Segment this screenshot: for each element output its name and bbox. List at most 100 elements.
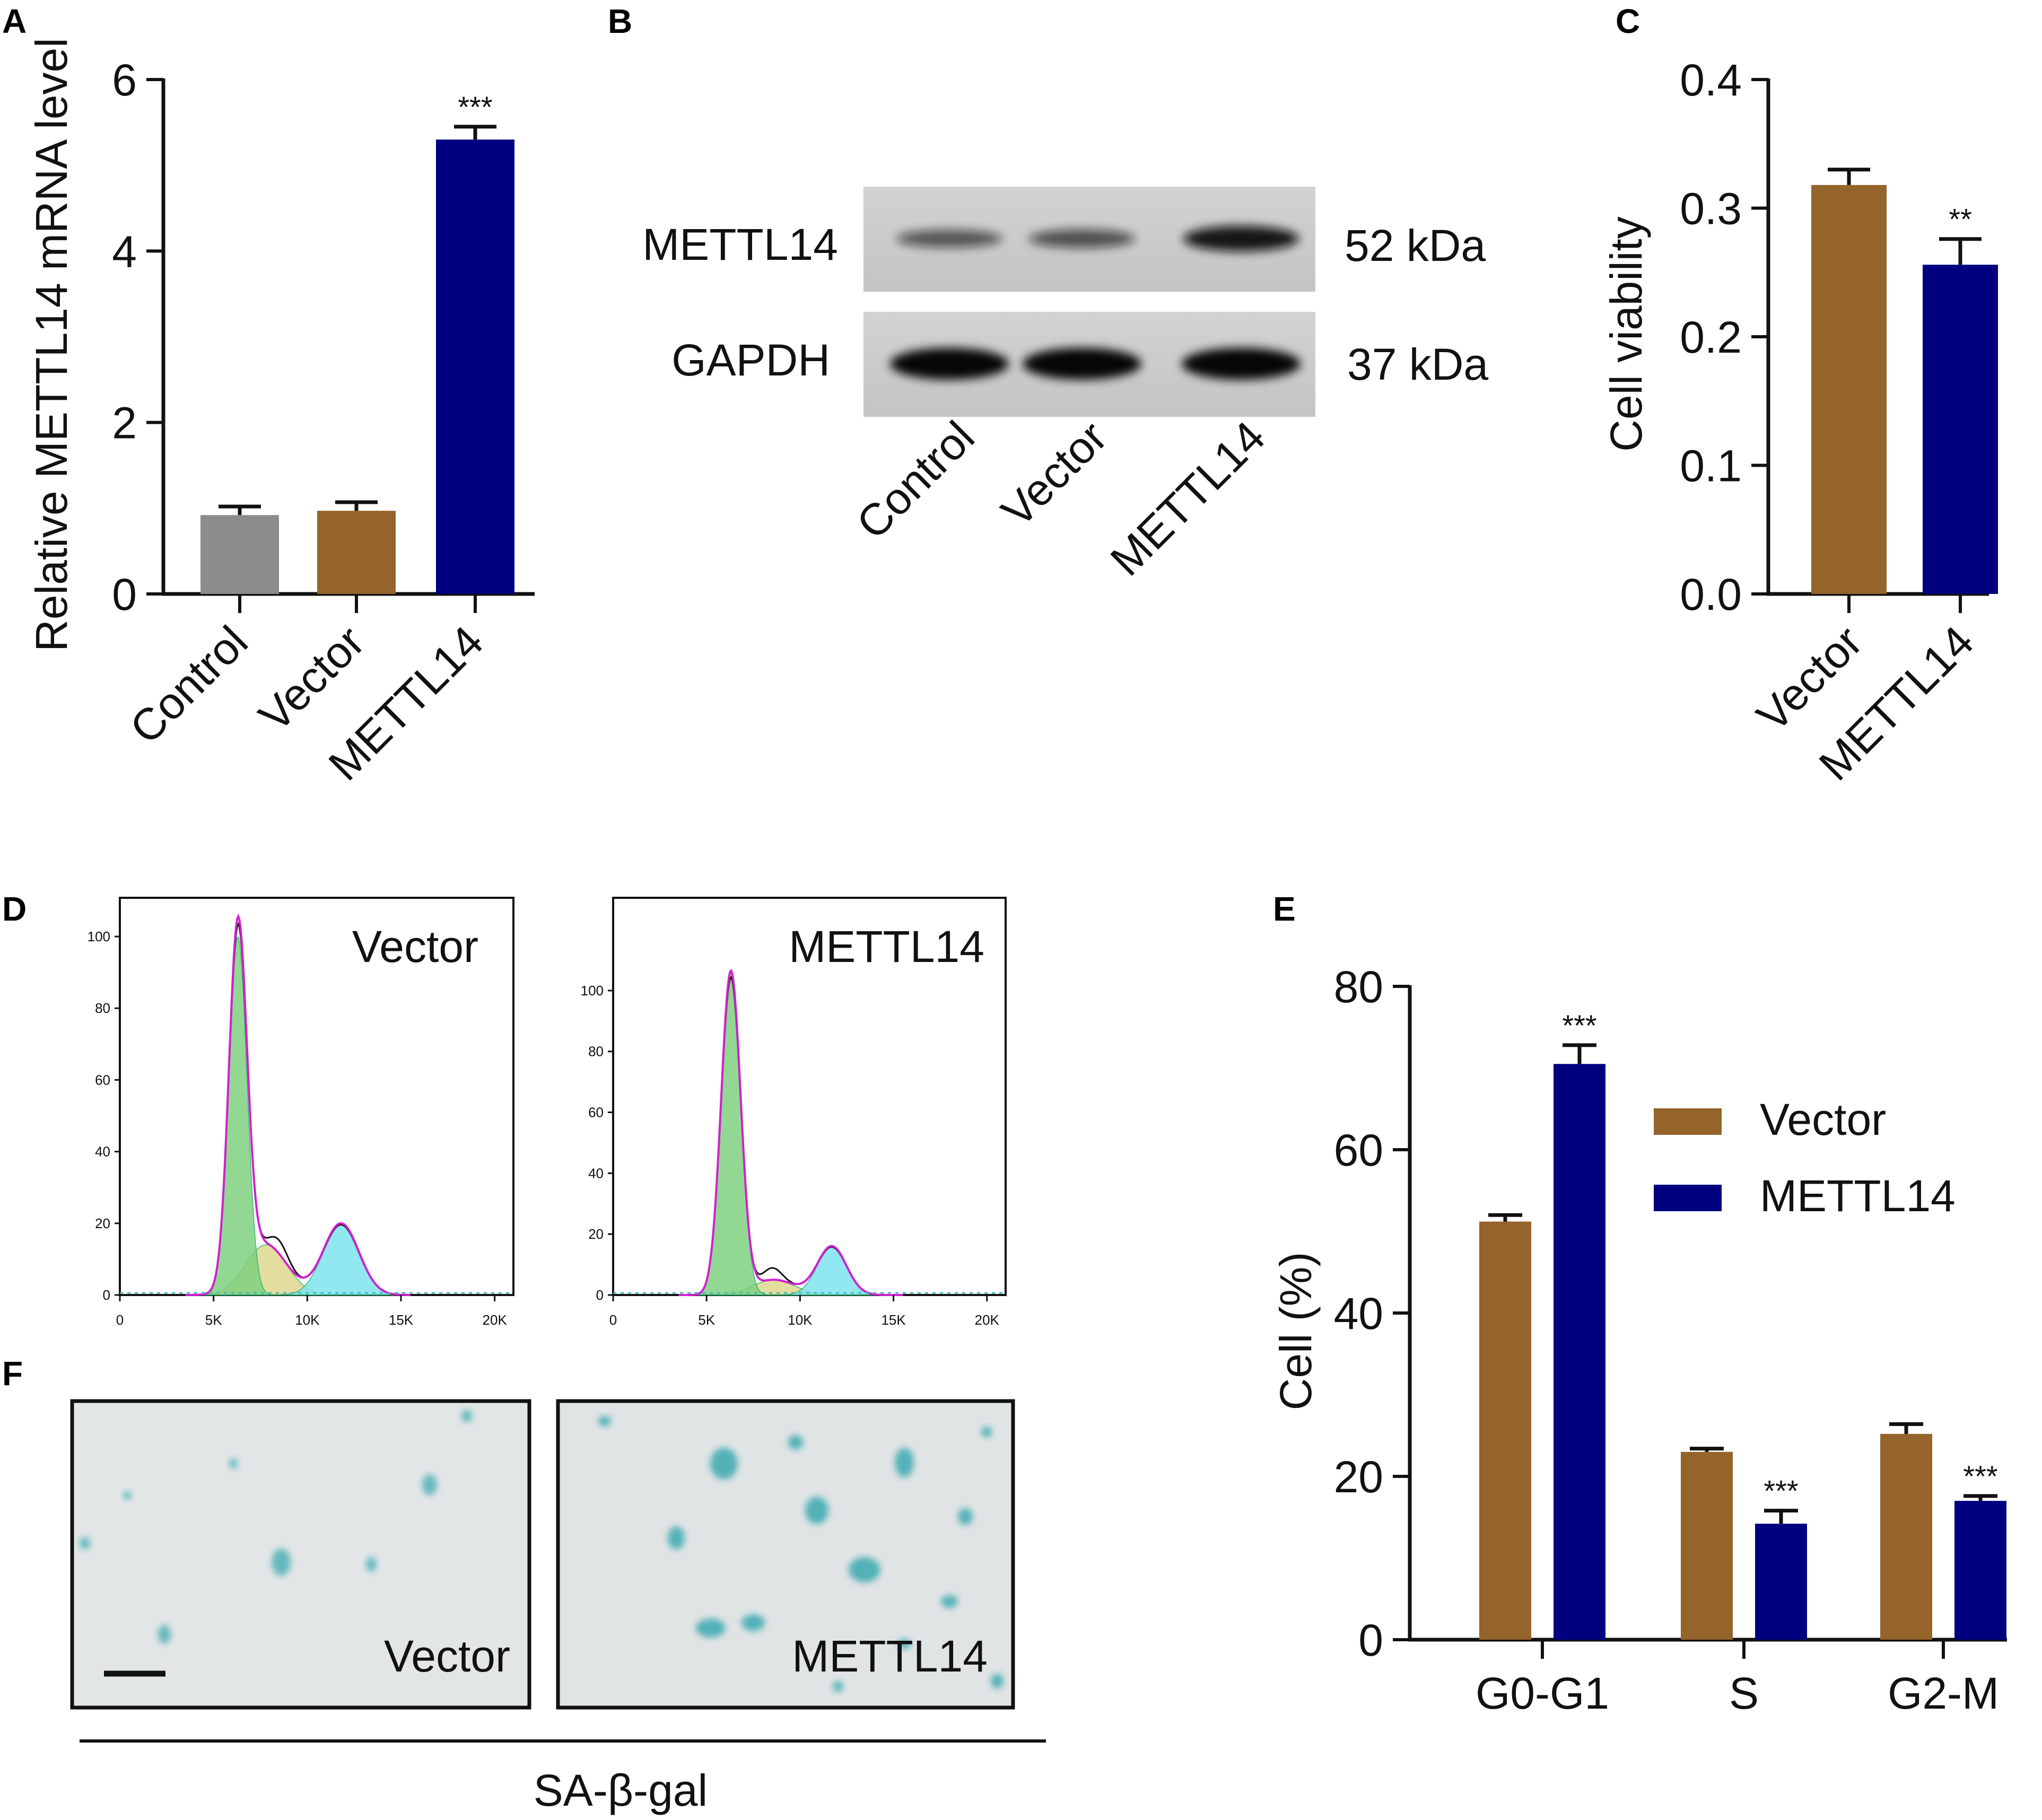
panel-e-y-tick-label: 40 (1334, 1289, 1383, 1338)
panel-e-y-tick-label: 80 (1334, 962, 1383, 1012)
panel-c-y-tick-label: 0.2 (1680, 312, 1742, 362)
blot-lane-label-vector: Vector (992, 412, 1116, 536)
legend-label-vector: Vector (1760, 1095, 1886, 1144)
panel-e-bar-vector-g0-g1 (1479, 1221, 1531, 1640)
stained-cell (80, 1537, 90, 1550)
panel-e-y-tick-label: 20 (1334, 1452, 1383, 1502)
histogram-mettl14-y-tick-label: 60 (588, 1105, 604, 1121)
panel-c-y-tick-label: 0.3 (1680, 184, 1742, 234)
histogram-mettl14-x-tick-label: 10K (788, 1312, 813, 1328)
stained-cell (461, 1410, 472, 1422)
panel-a-y-tick-label: 2 (112, 398, 137, 448)
panel-e-y-tick-label: 0 (1358, 1615, 1383, 1665)
stained-cell (941, 1595, 958, 1608)
stained-cell (272, 1548, 291, 1576)
panel-e-bar-mettl14-s (1755, 1524, 1807, 1640)
panel-a-y-tick-label: 6 (112, 55, 137, 105)
panel-b-letter: B (608, 2, 632, 40)
stained-cell (991, 1674, 1003, 1688)
panel-e-plot: 0 20 40 60 80 *** G0-G1 *** S *** G2-M (1334, 962, 2007, 1718)
histogram-vector-x-tick-label: 0 (116, 1312, 124, 1328)
panel-e-x-tick-label: G0-G1 (1476, 1668, 1609, 1718)
histogram-mettl14-x-tick-label: 20K (975, 1312, 1000, 1328)
panel-e-bar-vector-s (1681, 1451, 1733, 1640)
panel-a-bar-mettl14 (436, 139, 514, 594)
stain-name-label: SA-β-gal (534, 1765, 708, 1815)
histogram-vector-x-tick-label: 20K (483, 1312, 508, 1328)
stained-cell (598, 1416, 611, 1427)
stain-image-mettl14 (556, 1399, 1015, 1710)
histogram-vector-y-tick-label: 100 (88, 929, 110, 944)
panel-a-y-tick-label: 0 (112, 570, 137, 619)
blot-size-mettl14: 52 kDa (1345, 221, 1486, 270)
panel-c-y-tick-label: 0.4 (1680, 55, 1742, 105)
panel-e-bar-mettl14-g0-g1 (1554, 1064, 1605, 1640)
histogram-vector-x-tick-label: 5K (205, 1312, 222, 1328)
stained-cell (422, 1474, 437, 1495)
histogram-mettl14: 0 20 40 60 80 100 0 5K 10K 15K 20K (581, 897, 1007, 1328)
stained-cell (958, 1508, 973, 1525)
histogram-vector-title: Vector (352, 922, 478, 972)
blot-band-gapdh (890, 348, 1009, 380)
panel-e-bar-vector-g2-m (1880, 1433, 1932, 1640)
histogram-mettl14-y-tick-label: 40 (588, 1165, 604, 1181)
panel-e-ylabel: Cell (%) (1271, 1252, 1321, 1411)
blot-band-gapdh (1182, 348, 1301, 380)
panel-f: F Vector METTL14 SA-β-gal (2, 1354, 1046, 1815)
panel-a-ylabel: Relative METTL14 mRNA level (27, 38, 76, 652)
panel-e-letter: E (1273, 890, 1296, 928)
panel-c-bar-vector (1811, 185, 1887, 594)
histogram-mettl14-y-tick-label: 100 (581, 983, 604, 999)
panel-b: B METTL14 GAPDH 52 kDa 37 kDa Control Ve… (608, 2, 1488, 585)
histogram-mettl14-y-tick-label: 0 (596, 1287, 604, 1303)
histogram-vector-y-tick-label: 60 (95, 1072, 110, 1088)
stained-cell (123, 1491, 132, 1500)
panel-c: C Cell viability 0.00.10.20.30.4VectorME… (1601, 2, 1998, 790)
panel-e-significance: *** (1764, 1474, 1798, 1508)
stain-image-vector-label: Vector (384, 1631, 510, 1681)
panel-e-significance: *** (1562, 1009, 1596, 1042)
stained-cell (981, 1427, 992, 1437)
histogram-mettl14-title: METTL14 (789, 922, 984, 972)
legend-label-mettl14: METTL14 (1760, 1171, 1956, 1221)
panel-a-significance: *** (458, 90, 492, 124)
histogram-vector-x-tick-label: 15K (389, 1312, 414, 1328)
histogram-vector-fit-line (185, 914, 411, 1296)
panel-e-significance: *** (1963, 1459, 1997, 1493)
panel-a-bar-control (200, 515, 279, 594)
stained-cell (895, 1448, 914, 1477)
panel-a-y-tick-label: 4 (112, 226, 137, 276)
stained-cell (741, 1614, 765, 1631)
blot-band-gapdh (1023, 348, 1141, 380)
histogram-mettl14-x-tick-label: 15K (881, 1312, 906, 1328)
panel-e-bar-mettl14-g2-m (1954, 1501, 2006, 1640)
legend-swatch-vector (1654, 1108, 1722, 1135)
panel-c-bar-mettl14 (1923, 265, 1998, 594)
blot-bands (890, 226, 1301, 380)
blot-row-label-gapdh: GAPDH (671, 335, 830, 385)
histogram-mettl14-y-tick-label: 20 (588, 1226, 604, 1242)
panel-a-x-tick-label: Control (120, 616, 257, 753)
histogram-vector: 0 20 40 60 80 100 0 5K 10K 15K 20K (88, 897, 514, 1328)
blot-size-gapdh: 37 kDa (1347, 339, 1488, 389)
stained-cell (696, 1618, 726, 1638)
panel-e-x-tick-label: S (1729, 1668, 1759, 1718)
histogram-vector-y-tick-label: 20 (95, 1215, 110, 1231)
panel-e-y-tick-label: 60 (1334, 1125, 1383, 1175)
stained-cell (710, 1448, 738, 1480)
panel-a-letter: A (2, 2, 27, 40)
histogram-mettl14-y-tick-label: 80 (588, 1044, 604, 1060)
panel-a-bar-vector (317, 511, 396, 594)
histogram-mettl14-x-tick-label: 5K (698, 1312, 715, 1328)
stained-cell (805, 1497, 828, 1524)
histogram-vector-y-tick-label: 0 (103, 1287, 110, 1303)
histogram-mettl14-x-tick-label: 0 (609, 1312, 617, 1328)
blot-band-mettl14 (1183, 226, 1299, 251)
stained-cell (788, 1435, 803, 1450)
panel-a: A Relative METTL14 mRNA level 0 2 4 6 Contro… (2, 2, 535, 790)
histogram-mettl14-fit-line (678, 969, 903, 1296)
panel-c-ylabel: Cell viability (1601, 216, 1651, 451)
